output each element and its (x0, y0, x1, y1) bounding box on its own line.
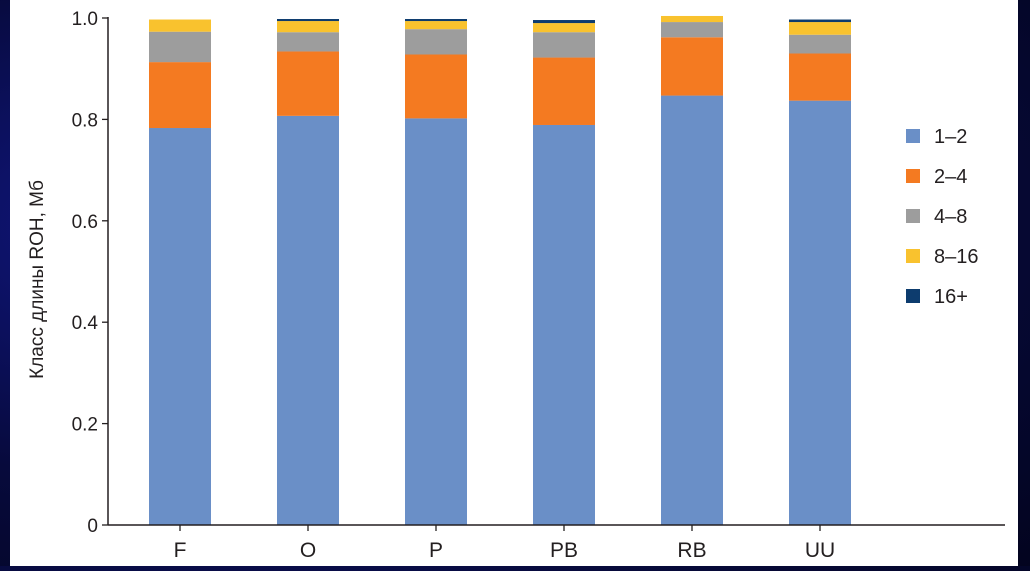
bar-segment-pb-1 (533, 57, 595, 125)
chart-panel: F O P PB RB UU 0 0.2 0.4 0.6 0.8 1.0 Класс длины ROH… (10, 0, 1018, 566)
bar-segment-o-4 (277, 19, 339, 22)
bar-segment-pb-3 (533, 23, 595, 33)
bar-segment-rb-2 (661, 22, 723, 38)
x-tick-label-pb: PB (550, 539, 578, 562)
bar-segment-p-1 (405, 54, 467, 119)
legend-swatch-2 (906, 209, 920, 223)
bar-segment-pb-4 (533, 20, 595, 24)
bar-segment-uu-4 (789, 19, 851, 23)
bar-segment-uu-3 (789, 22, 851, 35)
legend-swatch-0 (906, 129, 920, 143)
y-tick-label: 0.8 (72, 110, 98, 131)
x-tick-label-uu: UU (805, 539, 835, 562)
bars-layer (149, 15, 851, 526)
y-tick-label: 0.4 (72, 313, 99, 334)
y-tick-label: 1.0 (72, 9, 98, 30)
y-tick-label: 0.2 (72, 415, 98, 436)
bar-segment-rb-0 (661, 95, 723, 526)
x-tick-label-p: P (429, 539, 443, 562)
bar-segment-pb-0 (533, 124, 595, 526)
legend-label-0: 1–2 (934, 126, 967, 148)
x-tick-label-rb: RB (677, 539, 706, 562)
bar-segment-p-4 (405, 19, 467, 22)
legend-swatch-4 (906, 289, 920, 303)
axes-layer: F O P PB RB UU 0 0.2 0.4 0.6 0.8 1.0 Класс длины ROH… (27, 9, 1005, 562)
bar-segment-f-0 (149, 128, 211, 526)
legend-label-3: 8–16 (934, 246, 979, 268)
bar-segment-uu-2 (789, 34, 851, 54)
y-tick-label: 0 (87, 516, 98, 537)
legend-label-4: 16+ (934, 286, 968, 308)
bar-segment-f-3 (149, 19, 211, 32)
y-axis-label: Класс длины ROH, Мб (27, 180, 48, 379)
bar-segment-f-1 (149, 62, 211, 129)
x-tick-label-f: F (174, 539, 187, 562)
bar-segment-p-3 (405, 21, 467, 30)
bar-segment-p-2 (405, 29, 467, 55)
bar-segment-pb-2 (533, 32, 595, 58)
legend-label-2: 4–8 (934, 206, 967, 228)
bar-segment-rb-1 (661, 37, 723, 96)
legend-label-1: 2–4 (934, 166, 967, 188)
legend: 1–2 2–4 4–8 8–16 16+ (906, 126, 979, 308)
bar-segment-o-3 (277, 21, 339, 33)
stacked-bar-chart: F O P PB RB UU 0 0.2 0.4 0.6 0.8 1.0 Класс длины ROH… (27, 9, 1005, 562)
x-tick-label-o: O (300, 539, 316, 562)
bar-segment-f-2 (149, 31, 211, 63)
bar-segment-rb-3 (661, 15, 723, 23)
legend-swatch-1 (906, 169, 920, 183)
bar-segment-uu-0 (789, 100, 851, 526)
bar-segment-o-2 (277, 32, 339, 52)
legend-swatch-3 (906, 249, 920, 263)
bar-segment-o-1 (277, 51, 339, 116)
bar-segment-o-0 (277, 115, 339, 525)
bar-segment-uu-1 (789, 53, 851, 101)
bar-segment-p-0 (405, 118, 467, 526)
y-tick-label: 0.6 (72, 212, 98, 233)
